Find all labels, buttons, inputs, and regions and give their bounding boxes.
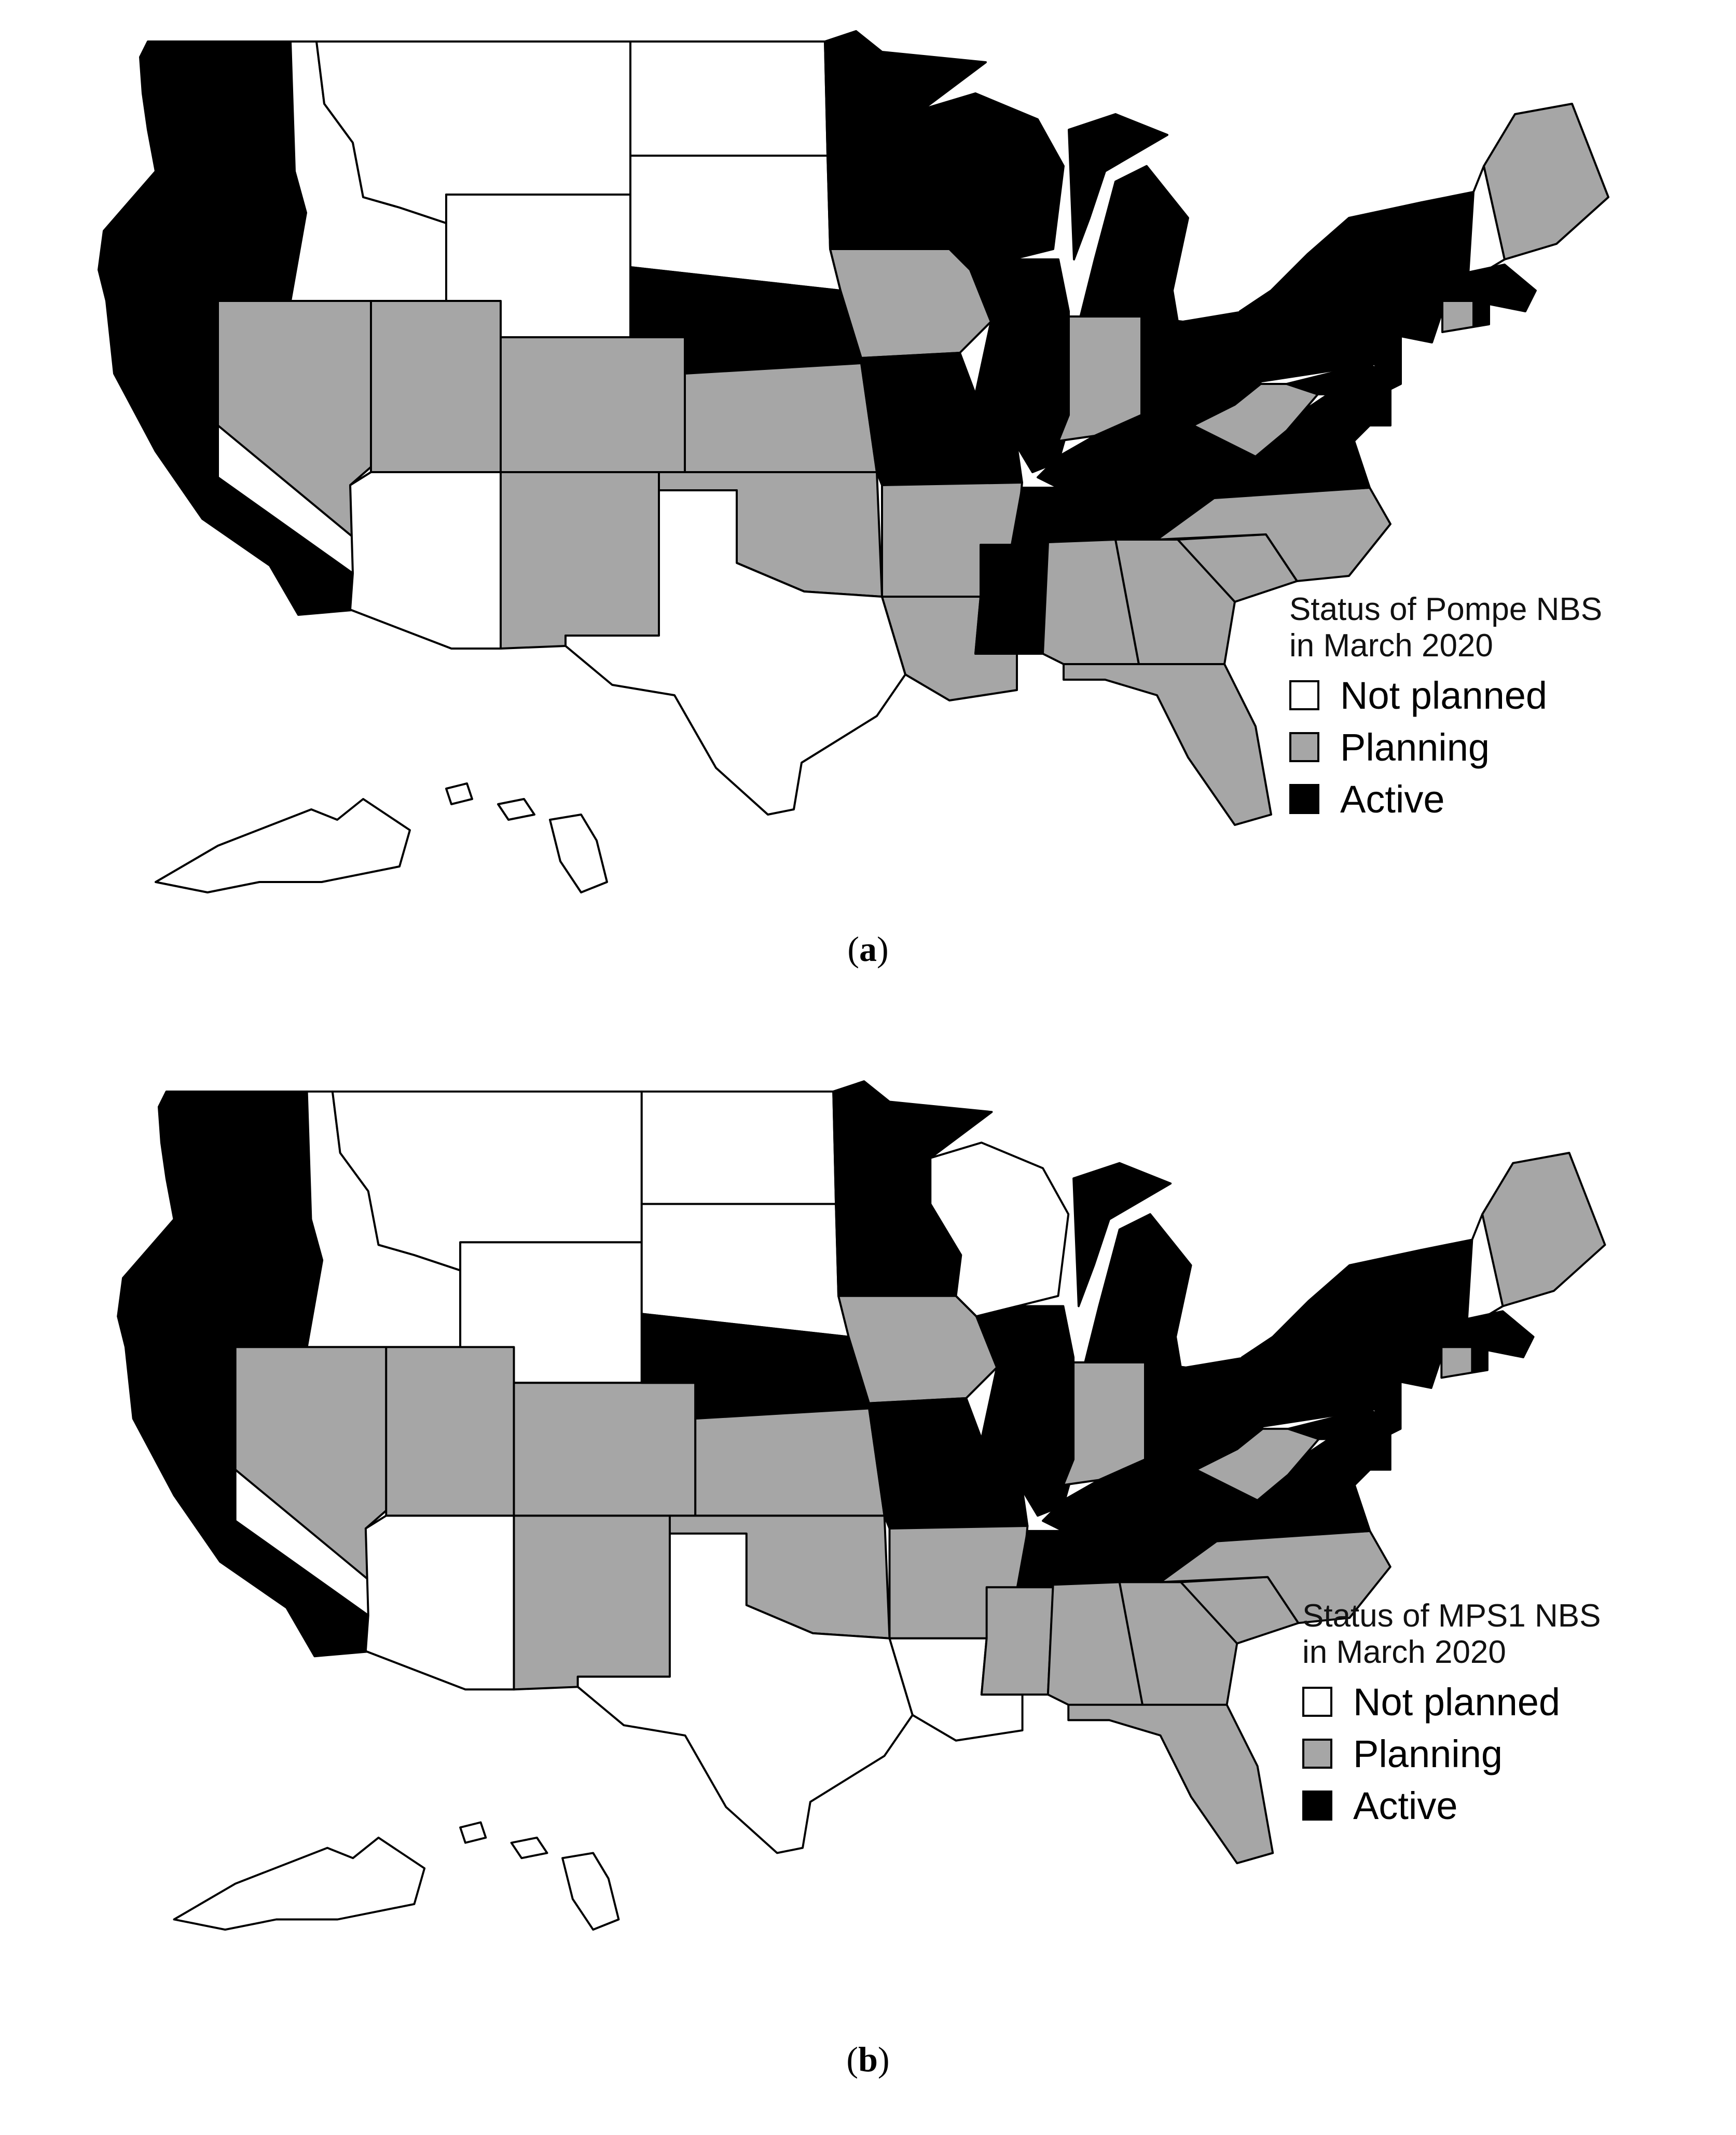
state-ct (1440, 1346, 1473, 1379)
legend-label: Active (1340, 777, 1445, 821)
legend-label: Planning (1340, 725, 1490, 769)
legend-swatch-active (1302, 1790, 1332, 1821)
state-md (1286, 362, 1371, 447)
legend-swatch-planning (1289, 732, 1319, 762)
legend-title: Status of Pompe NBS in March 2020 (1289, 591, 1603, 664)
legend-swatch-planning (1302, 1739, 1332, 1769)
state-or (117, 1218, 324, 1348)
state-az (364, 1514, 515, 1691)
legend-swatch-not-planned (1289, 680, 1319, 710)
state-ut (385, 1346, 515, 1517)
state-co (500, 336, 686, 473)
legend-item-not-planned: Not planned (1302, 1676, 1601, 1728)
state-nm (500, 471, 660, 650)
legend-label: Active (1353, 1784, 1458, 1827)
caption-b: (b) (846, 2040, 890, 2079)
state-ms (974, 544, 1049, 655)
state-hi (459, 1821, 620, 1931)
state-hi (445, 782, 608, 893)
state-me (1481, 1152, 1606, 1307)
state-wa (139, 40, 296, 172)
legend-item-planning: Planning (1302, 1728, 1601, 1780)
state-mi (1068, 113, 1189, 323)
states-group (98, 30, 1609, 893)
state-nd (629, 40, 829, 157)
legend-title: Status of MPS1 NBS in March 2020 (1302, 1598, 1601, 1670)
state-md (1287, 1407, 1371, 1492)
legend-swatch-not-planned (1302, 1687, 1332, 1717)
legend-item-active: Active (1302, 1780, 1601, 1831)
state-fl (1067, 1703, 1274, 1865)
panel-b: Status of MPS1 NBS in March 2020 Not pla… (0, 1038, 1736, 2135)
state-ak (173, 1836, 426, 1931)
state-nd (640, 1090, 837, 1205)
legend-label: Not planned (1340, 673, 1548, 717)
state-ak (155, 798, 411, 893)
state-ks (684, 362, 878, 473)
state-ks (694, 1407, 886, 1517)
state-ri (1471, 1346, 1489, 1374)
state-ut (370, 300, 502, 473)
state-or (98, 170, 307, 302)
legend-label: Planning (1353, 1732, 1503, 1775)
legend-item-active: Active (1289, 773, 1602, 825)
legend-item-not-planned: Not planned (1289, 669, 1602, 721)
caption-a: (a) (847, 929, 889, 969)
state-fl (1063, 663, 1272, 826)
state-nm (513, 1514, 671, 1691)
state-az (349, 471, 502, 650)
us-map-mps1 (117, 1080, 1606, 1931)
legend-pompe: Status of Pompe NBS in March 2020 Not pl… (1289, 591, 1602, 825)
state-co (513, 1382, 697, 1517)
state-mi (1072, 1162, 1192, 1369)
state-vt (1420, 1238, 1473, 1328)
legend-mps1: Status of MPS1 NBS in March 2020 Not pla… (1302, 1598, 1601, 1831)
state-ms (980, 1586, 1054, 1696)
legend-label: Not planned (1353, 1680, 1561, 1724)
state-vt (1421, 191, 1475, 281)
legend-swatch-active (1289, 784, 1319, 814)
state-me (1483, 103, 1609, 260)
states-group (117, 1080, 1606, 1931)
state-tx (564, 489, 906, 816)
state-ct (1441, 300, 1475, 333)
panel-a: Status of Pompe NBS in March 2020 Not pl… (0, 0, 1736, 1038)
state-ri (1472, 300, 1490, 328)
state-wa (157, 1090, 312, 1221)
state-tx (576, 1532, 914, 1854)
legend-item-planning: Planning (1289, 721, 1602, 773)
us-map-pompe (98, 30, 1609, 893)
